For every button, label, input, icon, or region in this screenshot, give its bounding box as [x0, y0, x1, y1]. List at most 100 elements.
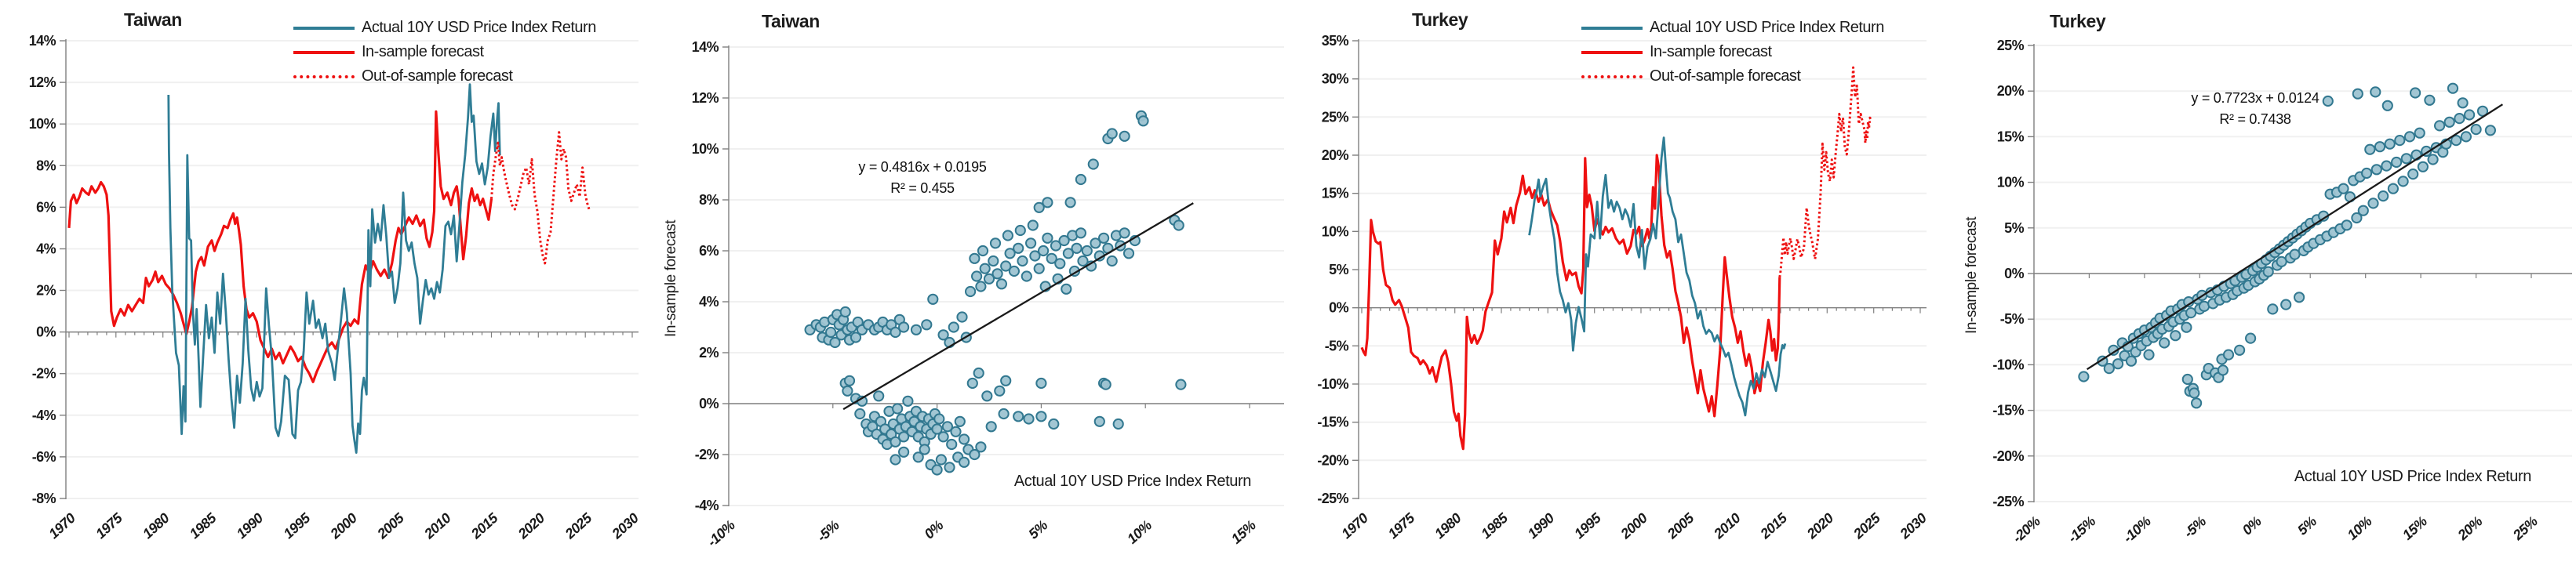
y-tick-label: 0% [36, 324, 56, 340]
scatter-point [2267, 303, 2279, 315]
x-tick-label: 2010 [420, 510, 454, 542]
scatter-point [2364, 143, 2376, 155]
scatter-point [989, 237, 1002, 249]
scatter-point [921, 319, 933, 331]
x-tick-label: 2010 [1710, 510, 1744, 542]
scatter-point [1087, 158, 1099, 170]
legend-item-in-sample: In-sample forecast [293, 40, 596, 64]
scatter-point [1100, 379, 1112, 390]
scatter-point [2397, 176, 2409, 187]
trend-line [842, 202, 1194, 411]
scatter-point [2464, 109, 2476, 121]
x-tick-label: 0% [921, 517, 946, 542]
scatter-point [890, 326, 901, 339]
y-tick-label: -20% [1317, 452, 1348, 468]
scatter-point [854, 408, 866, 420]
x-tick-label: -10% [704, 517, 738, 550]
y-tick-label: 25% [1322, 109, 1349, 125]
legend-item-out-of-sample: Out-of-sample forecast [1581, 64, 1884, 89]
scatter-point [1050, 240, 1062, 252]
x-tick-label: 2000 [327, 510, 361, 542]
scatter-point [1062, 248, 1075, 259]
y-tick-label: -5% [2000, 311, 2025, 327]
scatter-point [1002, 230, 1013, 241]
scatter-point [2341, 219, 2352, 231]
x-tick-label: 15% [1228, 517, 1259, 547]
scatter-point [994, 385, 1006, 397]
y-tick-label: -10% [1992, 357, 2024, 372]
x-tick-label: 1995 [1571, 509, 1605, 542]
y-tick-label: 10% [1322, 223, 1349, 239]
x-tick-label: 1980 [140, 510, 173, 542]
scatter-point [898, 446, 910, 458]
scatter-point [2103, 363, 2115, 375]
scatter-point [873, 390, 885, 402]
scatter-point [1058, 234, 1070, 247]
series-in_sample_forecast [67, 110, 493, 383]
scatter-point [2112, 358, 2124, 370]
legend-label: Actual 10Y USD Price Index Return [362, 19, 596, 36]
y-tick-label: -5% [1325, 338, 1349, 353]
scatter-point [966, 377, 978, 390]
scatter-point [937, 329, 949, 341]
panel-turkey-timeseries: 35% 30% 25% 20% 15% 10% 5% 0% -5% -10% -15% -20% -25… [1288, 0, 1932, 569]
scatter-point [931, 423, 943, 435]
x-tick-label: 2020 [515, 510, 548, 542]
scatter-point [2280, 299, 2292, 310]
series-in_sample_forecast [1360, 154, 1781, 451]
turkey-scatter-plot: 25%20%15%10%5%0%-5%-10%-15%-20%-25%-20% -… [1992, 38, 2572, 546]
x-tick-label: 5% [1025, 517, 1050, 542]
scatter-point [2351, 212, 2363, 224]
scatter-point [2245, 332, 2257, 344]
scatter-point [2384, 138, 2396, 150]
y-tick-label: 6% [699, 243, 719, 259]
x-tick-label: -10% [2120, 513, 2154, 546]
scatter-point [839, 306, 851, 318]
regression-equation: y = 0.7723x + 0.0124 [2191, 90, 2319, 106]
scatter-point [2191, 397, 2203, 409]
scatter-point [959, 456, 970, 468]
chart-title-turkey-scatter: Turkey [2050, 11, 2106, 31]
scatter-point [892, 403, 904, 415]
scatter-point [1033, 263, 1045, 274]
scatter-point [912, 451, 924, 463]
scatter-point [927, 293, 939, 305]
legend-item-out-of-sample: Out-of-sample forecast [293, 64, 596, 89]
x-tick-label: 1990 [234, 510, 267, 542]
y-tick-label: 20% [1997, 83, 2025, 99]
scatter-point [1008, 265, 1020, 277]
y-tick-label: 12% [29, 74, 56, 90]
scatter-point [2391, 156, 2403, 169]
scatter-point [2378, 190, 2389, 202]
scatter-point [2410, 87, 2421, 99]
legend-label: In-sample forecast [362, 43, 484, 60]
scatter-point [2484, 125, 2497, 136]
scatter-point [1042, 197, 1053, 208]
y-tick-label: 25% [1997, 38, 2025, 53]
scatter-point [919, 444, 930, 455]
y-tick-label: -4% [32, 408, 56, 423]
regression-r2: R² = 0.455 [890, 180, 955, 196]
x-tick-label: -5% [2181, 513, 2209, 541]
scatter-point [2457, 97, 2469, 109]
trend-line [2086, 103, 2504, 371]
y-tick-label: 15% [1322, 186, 1349, 201]
y-tick-label: 0% [699, 396, 719, 411]
y-tick-label: -15% [1317, 415, 1348, 430]
x-tick-label: -15% [2065, 513, 2098, 546]
scatter-point [1054, 258, 1066, 270]
legend-label: Actual 10Y USD Price Index Return [1650, 19, 1884, 36]
scatter-point [890, 436, 901, 448]
scatter-point [988, 255, 999, 267]
x-tick-label: 15% [2400, 513, 2430, 543]
scatter-point [2434, 120, 2446, 132]
y-tick-label: 2% [36, 283, 56, 299]
y-tick-label: -25% [1317, 491, 1348, 506]
scatter-point [1038, 245, 1050, 257]
scatter-point [2262, 266, 2274, 277]
out-of-sample-line-swatch [293, 74, 355, 78]
x-tick-label: 2030 [609, 510, 642, 542]
y-tick-label: 4% [36, 241, 56, 257]
scatter-point [2381, 160, 2392, 172]
scatter-point [2181, 373, 2193, 386]
